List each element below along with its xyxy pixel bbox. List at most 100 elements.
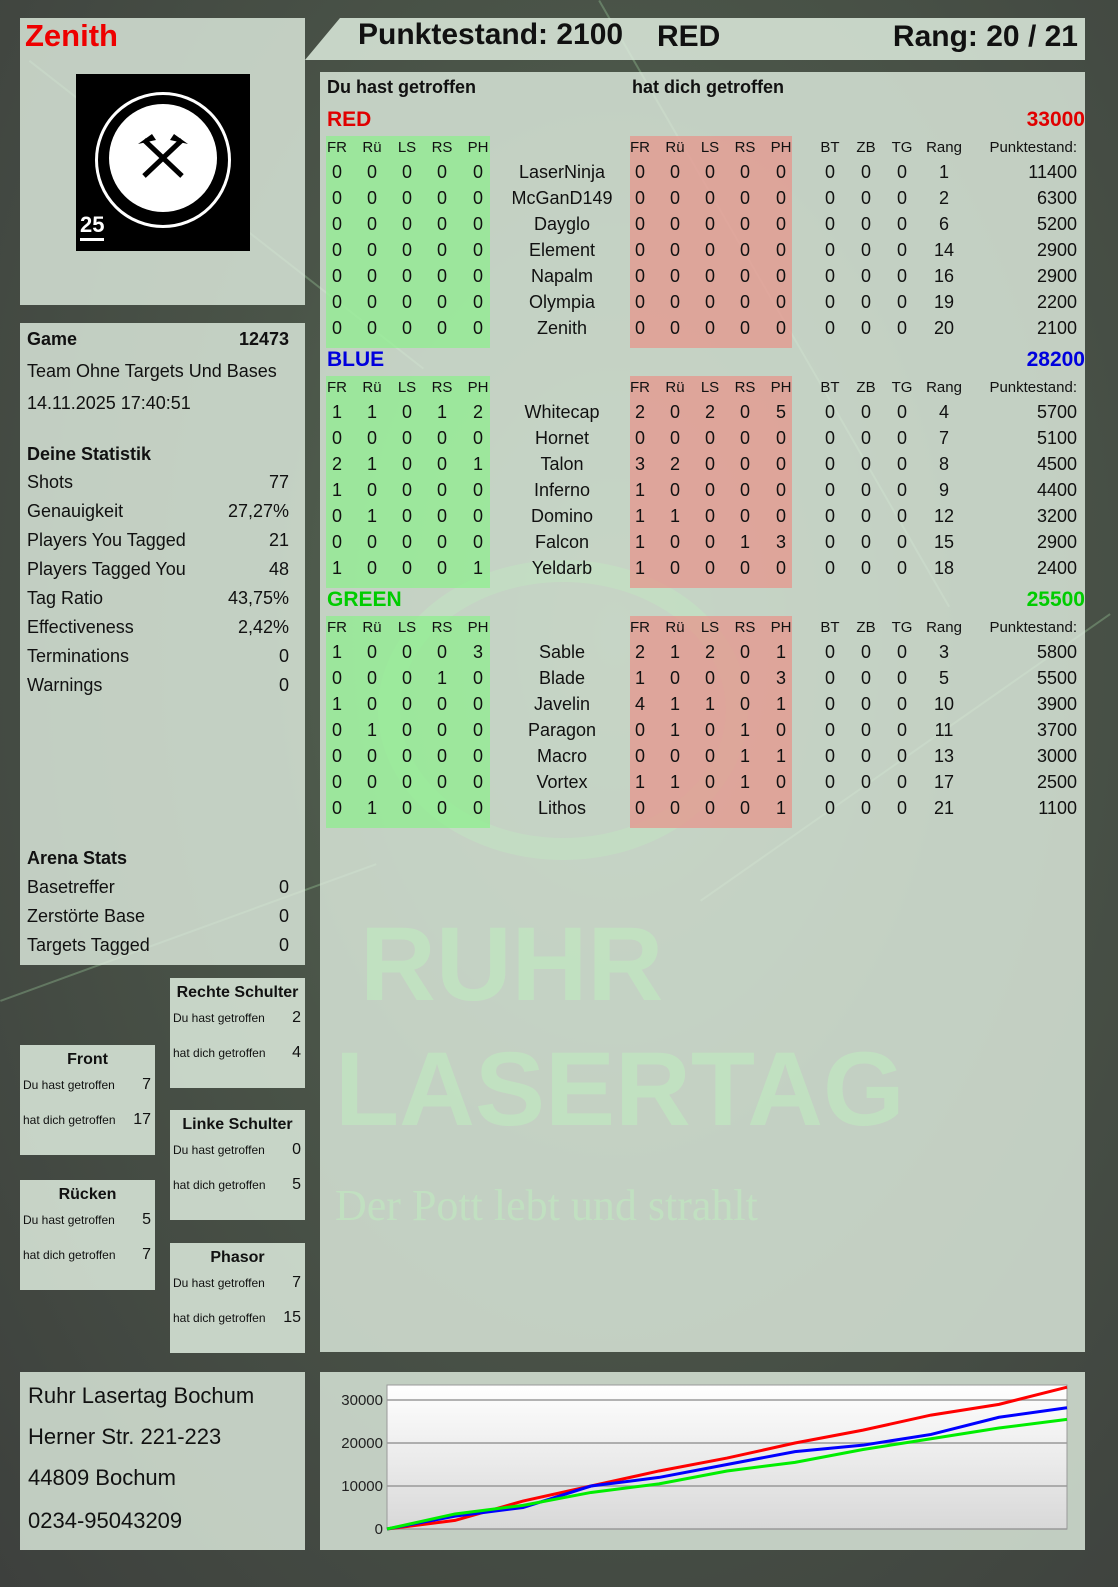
you-hit-value: 1 <box>331 642 342 662</box>
you-hit-value: 0 <box>366 266 377 286</box>
you-hit-value: 0 <box>331 506 342 526</box>
extra-value: 0 <box>896 694 907 714</box>
player-name: Hornet <box>534 428 590 448</box>
address-phone: 0234-95043209 <box>28 1508 183 1533</box>
hit-you-value: 0 <box>775 506 786 526</box>
column-header: Rü <box>362 379 382 396</box>
stat-label: Terminations <box>27 646 130 666</box>
hit-you-value: 0 <box>704 454 715 474</box>
hit-you-value: 0 <box>634 720 645 740</box>
hit-you-value: 0 <box>739 402 750 422</box>
hit-you-value: 0 <box>669 318 680 338</box>
player-name: Element <box>528 240 596 260</box>
you-hit-block <box>326 376 490 588</box>
hit-you-label: hat dich getroffen <box>173 1178 266 1192</box>
hit-you-value: 0 <box>704 720 715 740</box>
you-hit-value: 0 <box>331 266 342 286</box>
you-hit-value: 0 <box>366 188 377 208</box>
you-hit-count: 7 <box>292 1274 301 1291</box>
hit-you-value: 0 <box>775 480 786 500</box>
hit-you-value: 0 <box>775 240 786 260</box>
extra-value: 0 <box>824 162 835 182</box>
hit-you-count: 4 <box>292 1044 301 1061</box>
hit-you-block <box>630 136 792 348</box>
hit-you-value: 0 <box>704 292 715 312</box>
player-name: Paragon <box>527 720 597 740</box>
hit-you-value: 4 <box>634 694 645 714</box>
you-hit-value: 0 <box>472 720 483 740</box>
hit-you-value: 1 <box>634 772 645 792</box>
hit-you-value: 1 <box>739 532 750 552</box>
hit-you-value: 0 <box>669 240 680 260</box>
hit-you-value: 0 <box>704 240 715 260</box>
you-hit-value: 0 <box>331 798 342 818</box>
hit-you-count: 15 <box>283 1309 301 1326</box>
you-hit-value: 0 <box>331 188 342 208</box>
hit-you-value: 1 <box>739 772 750 792</box>
you-hit-value: 0 <box>472 798 483 818</box>
you-hit-value: 0 <box>472 240 483 260</box>
hit-you-value: 0 <box>739 694 750 714</box>
you-hit-value: 0 <box>436 506 447 526</box>
hit-you-value: 0 <box>739 506 750 526</box>
hit-you-value: 0 <box>739 798 750 818</box>
extra-value: 0 <box>824 746 835 766</box>
hit-you-value: 3 <box>634 454 645 474</box>
hit-you-value: 0 <box>775 428 786 448</box>
hit-you-value: 1 <box>634 558 645 578</box>
hit-zone-rücken: Rücken Du hast getroffen 5 hat dich getroff… <box>20 1180 155 1290</box>
extra-value: 0 <box>896 188 907 208</box>
player-name: Javelin <box>533 694 591 714</box>
you-hit-value: 0 <box>472 506 483 526</box>
extra-value: 0 <box>824 558 835 578</box>
hit-you-value: 1 <box>669 694 680 714</box>
hit-you-value: 0 <box>739 162 750 182</box>
extra-value: 0 <box>860 506 871 526</box>
hit-you-value: 0 <box>669 746 680 766</box>
hit-you-value: 1 <box>669 772 680 792</box>
hit-zone-front: Front Du hast getroffen 7 hat dich getroffe… <box>20 1045 155 1155</box>
y-tick-label: 20000 <box>341 1435 383 1452</box>
extra-value: 0 <box>860 642 871 662</box>
hit-you-value: 0 <box>775 558 786 578</box>
hit-you-value: 0 <box>739 558 750 578</box>
you-hit-value: 2 <box>331 454 342 474</box>
you-hit-count: 5 <box>142 1211 151 1228</box>
hit-zone-title: Rechte Schulter <box>176 984 299 1001</box>
you-hit-value: 1 <box>472 558 483 578</box>
extra-value: 0 <box>860 428 871 448</box>
you-hit-label: Du hast getroffen <box>173 1143 265 1157</box>
hit-you-value: 0 <box>704 532 715 552</box>
hit-you-value: 1 <box>634 480 645 500</box>
hit-you-value: 1 <box>669 642 680 662</box>
extra-value: 0 <box>824 480 835 500</box>
extra-value: 0 <box>860 162 871 182</box>
column-header: Punktestand: <box>989 139 1077 156</box>
you-hit-value: 0 <box>366 694 377 714</box>
hit-you-value: 1 <box>634 532 645 552</box>
player-score: 1100 <box>1038 798 1077 818</box>
hit-zone-rechte-schulter: Rechte Schulter Du hast getroffen 2 hat dic… <box>170 978 305 1088</box>
column-header: RS <box>431 619 453 636</box>
player-score: 6300 <box>1036 188 1077 208</box>
hit-you-value: 0 <box>634 746 645 766</box>
extra-value: 0 <box>824 454 835 474</box>
extra-value: 11 <box>934 720 954 740</box>
hit-you-value: 0 <box>704 318 715 338</box>
column-header: Rang <box>926 379 962 396</box>
extra-value: 0 <box>824 240 835 260</box>
hit-you-label: hat dich getroffen <box>173 1311 266 1325</box>
hit-you-value: 0 <box>669 480 680 500</box>
player-score: 3200 <box>1036 506 1077 526</box>
hit-you-value: 0 <box>739 318 750 338</box>
you-hit-value: 3 <box>472 642 483 662</box>
extra-value: 0 <box>860 746 871 766</box>
player-score: 4500 <box>1036 454 1077 474</box>
column-header: TG <box>891 139 913 156</box>
extra-value: 0 <box>860 214 871 234</box>
you-hit-value: 0 <box>472 532 483 552</box>
column-header: PH <box>467 619 489 636</box>
you-hit-value: 0 <box>366 292 377 312</box>
extra-value: 3 <box>938 642 949 662</box>
hit-you-block <box>630 616 792 828</box>
